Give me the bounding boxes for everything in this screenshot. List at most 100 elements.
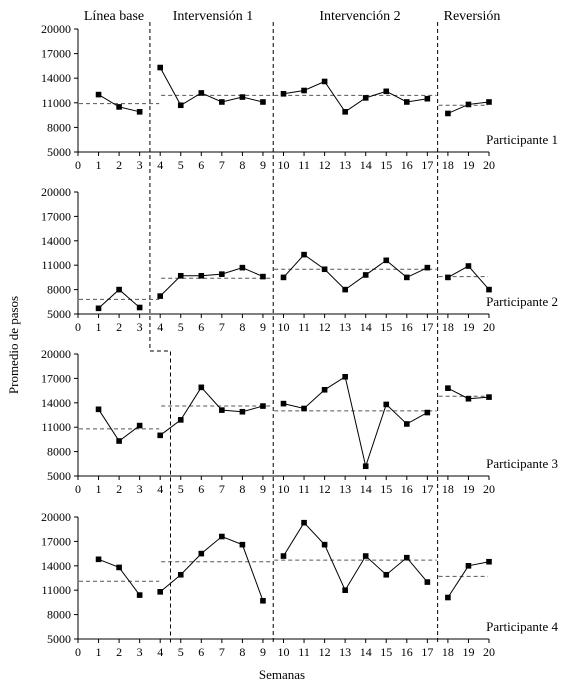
x-tick-label: 14	[360, 320, 372, 334]
x-tick-label: 3	[137, 645, 143, 659]
y-tick-label: 11000	[41, 420, 71, 434]
data-point	[198, 550, 205, 557]
data-point	[198, 272, 205, 279]
data-point	[280, 400, 287, 407]
data-point	[404, 421, 410, 427]
y-tick-label: 5000	[47, 632, 71, 646]
x-tick-label: 17	[421, 320, 433, 334]
x-tick-label: 4	[157, 320, 163, 334]
data-point	[280, 90, 287, 97]
data-point	[260, 403, 266, 409]
series-line	[159, 267, 264, 297]
y-tick-label: 17000	[41, 47, 71, 61]
x-tick-label: 15	[380, 645, 392, 659]
y-tick-label: 8000	[47, 283, 71, 297]
x-tick-label: 18	[442, 320, 454, 334]
data-point	[136, 304, 143, 311]
x-tick-label: 8	[239, 320, 245, 334]
x-tick-label: 11	[298, 482, 310, 496]
data-point	[465, 101, 472, 108]
series-line	[283, 521, 428, 592]
data-point	[362, 272, 369, 278]
phase-change-line	[149, 22, 171, 644]
y-tick-label: 17000	[41, 371, 71, 385]
x-tick-label: 10	[278, 320, 290, 334]
data-point	[136, 592, 143, 598]
x-tick-label: 6	[198, 482, 204, 496]
data-point	[362, 95, 369, 101]
x-tick-label: 17	[421, 482, 433, 496]
x-tick-label: 19	[462, 158, 474, 172]
data-point	[465, 263, 472, 269]
series-line	[447, 265, 490, 290]
x-tick-label: 1	[96, 158, 102, 172]
x-tick-label: 0	[75, 320, 81, 334]
data-point	[342, 109, 348, 115]
x-tick-label: 8	[239, 482, 245, 496]
panel-participant-1: 5000 8000 11000 14000 17000 20000 0 1 2 3 4 5 6 7 8 9 10…	[41, 22, 558, 172]
series-line	[283, 80, 428, 113]
x-tick-label: 11	[298, 158, 310, 172]
x-tick-label: 12	[319, 320, 331, 334]
data-point	[239, 94, 246, 100]
data-point	[239, 408, 246, 415]
data-point	[465, 395, 472, 402]
data-point	[424, 579, 431, 585]
x-tick-label: 0	[75, 482, 81, 496]
series-line	[159, 67, 264, 106]
x-tick-label: 17	[421, 645, 433, 659]
data-point	[280, 553, 287, 559]
y-tick-label: 11000	[41, 258, 71, 272]
data-point	[424, 409, 431, 416]
y-tick-label: 14000	[41, 559, 71, 573]
x-tick-label: 5	[178, 158, 184, 172]
data-point	[321, 78, 328, 85]
x-tick-label: 11	[298, 320, 310, 334]
data-point	[342, 373, 348, 380]
data-point	[177, 272, 184, 279]
y-tick-label: 11000	[41, 96, 71, 110]
x-tick-label: 14	[360, 645, 372, 659]
x-tick-label: 8	[239, 645, 245, 659]
x-tick-label: 1	[96, 320, 102, 334]
y-tick-label: 14000	[41, 396, 71, 410]
x-tick-label: 16	[401, 482, 413, 496]
data-point	[321, 541, 328, 548]
data-point	[321, 386, 328, 393]
data-point	[219, 271, 225, 277]
x-tick-label: 11	[298, 645, 310, 659]
x-tick-label: 18	[442, 645, 454, 659]
y-tick-label: 17000	[41, 209, 71, 223]
x-tick-label: 15	[380, 320, 392, 334]
data-point	[260, 273, 266, 280]
data-point	[239, 541, 246, 548]
x-tick-label: 19	[462, 645, 474, 659]
x-tick-label: 13	[339, 158, 351, 172]
x-tick-label: 3	[137, 320, 143, 334]
x-tick-label: 15	[380, 158, 392, 172]
data-point	[116, 564, 122, 571]
data-point	[136, 109, 143, 115]
data-point	[342, 286, 348, 293]
data-point	[301, 405, 307, 412]
data-point	[342, 587, 348, 593]
x-tick-label: 8	[239, 158, 245, 172]
data-point	[157, 293, 163, 299]
x-tick-label: 4	[157, 482, 163, 496]
x-tick-label: 4	[157, 645, 163, 659]
data-point	[445, 274, 451, 281]
data-point	[95, 91, 102, 98]
data-point	[404, 274, 410, 281]
phase-label: Intervención 2	[319, 9, 400, 24]
x-tick-label: 20	[483, 645, 495, 659]
y-tick-label: 17000	[41, 534, 71, 548]
x-tick-label: 20	[483, 482, 495, 496]
panel-participant-3: 5000 8000 11000 14000 17000 20000 0 1 2 3 4 5 6 7 8 9 10…	[41, 347, 558, 496]
panel-participant-4: 5000 8000 11000 14000 17000 20000 0 1 2 3 4 5 6 7 8 9 10…	[41, 510, 558, 659]
x-tick-label: 9	[260, 158, 266, 172]
x-tick-label: 0	[75, 158, 81, 172]
y-tick-label: 14000	[41, 71, 71, 85]
y-tick-label: 5000	[47, 469, 71, 483]
x-tick-label: 0	[75, 645, 81, 659]
